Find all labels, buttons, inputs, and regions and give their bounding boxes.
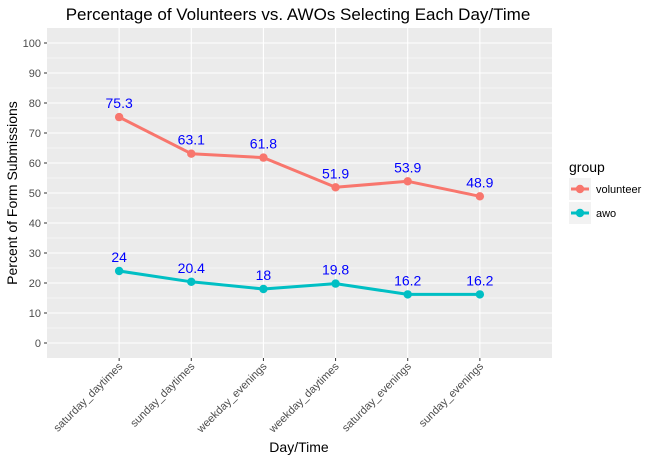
data-point-volunteer bbox=[331, 183, 340, 192]
y-tick-label: 30 bbox=[29, 248, 41, 260]
data-label-volunteer: 51.9 bbox=[322, 165, 349, 181]
legend-key-point-awo bbox=[575, 208, 585, 218]
y-tick-label: 20 bbox=[29, 278, 41, 290]
x-tick-label: weekday_daytimes bbox=[266, 360, 342, 436]
y-tick-label: 50 bbox=[29, 188, 41, 200]
y-axis-title: Percent of Form Submissions bbox=[4, 101, 20, 285]
y-tick-label: 40 bbox=[29, 218, 41, 230]
y-tick-label: 60 bbox=[29, 158, 41, 170]
legend-key-point-volunteer bbox=[575, 184, 585, 194]
legend-title: group bbox=[569, 159, 605, 175]
data-label-awo: 19.8 bbox=[322, 262, 349, 278]
data-labels: 75.3 63.1 61.8 51.9 53.9 48.9 24 20.4 18 19.8 16.2… bbox=[106, 95, 494, 288]
data-point-volunteer bbox=[259, 153, 268, 162]
chart-title: Percentage of Volunteers vs. AWOs Select… bbox=[66, 5, 531, 24]
data-point-awo bbox=[475, 290, 485, 299]
y-tick-label: 70 bbox=[29, 128, 41, 140]
y-tick-label: 80 bbox=[29, 98, 41, 110]
data-point-awo bbox=[331, 279, 340, 288]
data-label-volunteer: 53.9 bbox=[394, 159, 421, 175]
data-point-volunteer bbox=[187, 149, 196, 158]
x-tick-label: sunday_evenings bbox=[417, 360, 486, 429]
series-lines bbox=[118, 115, 481, 296]
data-label-volunteer: 48.9 bbox=[466, 174, 493, 190]
series-line-awo bbox=[118, 269, 480, 296]
x-tick-label: weekday_evenings bbox=[194, 360, 270, 436]
grid-lines bbox=[47, 28, 552, 358]
data-label-awo: 20.4 bbox=[178, 260, 205, 276]
y-tick-label: 90 bbox=[29, 68, 41, 80]
y-tick-label: 10 bbox=[29, 308, 41, 320]
y-tick-label: 0 bbox=[35, 338, 41, 350]
data-point-awo bbox=[187, 277, 196, 286]
data-label-awo: 18 bbox=[256, 267, 272, 283]
x-tick-label: saturday_evenings bbox=[340, 360, 414, 434]
series-points bbox=[114, 112, 485, 299]
data-label-volunteer: 63.1 bbox=[178, 132, 205, 148]
y-tick-label: 100 bbox=[23, 38, 41, 50]
legend: group volunteer awo bbox=[569, 159, 642, 224]
series-line-volunteer bbox=[118, 115, 481, 198]
x-tick-label: saturday_daytimes bbox=[51, 360, 125, 434]
data-label-volunteer: 75.3 bbox=[106, 95, 133, 111]
data-point-volunteer bbox=[114, 112, 124, 122]
legend-label-volunteer: volunteer bbox=[596, 184, 642, 196]
data-point-awo bbox=[259, 284, 268, 294]
x-axis: saturday_daytimes sunday_daytimesweekday_… bbox=[51, 358, 486, 436]
data-label-volunteer: 61.8 bbox=[250, 136, 277, 152]
x-axis-title: Day/Time bbox=[269, 439, 329, 455]
data-point-volunteer bbox=[475, 192, 485, 201]
data-point-awo bbox=[114, 266, 124, 276]
x-tick-label: sunday_daytimes bbox=[128, 360, 197, 429]
data-label-awo: 24 bbox=[111, 249, 127, 265]
data-point-awo bbox=[403, 290, 412, 299]
data-point-volunteer bbox=[403, 177, 412, 186]
data-label-awo: 16.2 bbox=[394, 272, 421, 288]
legend-label-awo: awo bbox=[596, 208, 616, 220]
data-label-awo: 16.2 bbox=[466, 272, 493, 288]
y-axis: 0 10 20 30 40 50 60 70 80 90 100 bbox=[23, 38, 47, 350]
